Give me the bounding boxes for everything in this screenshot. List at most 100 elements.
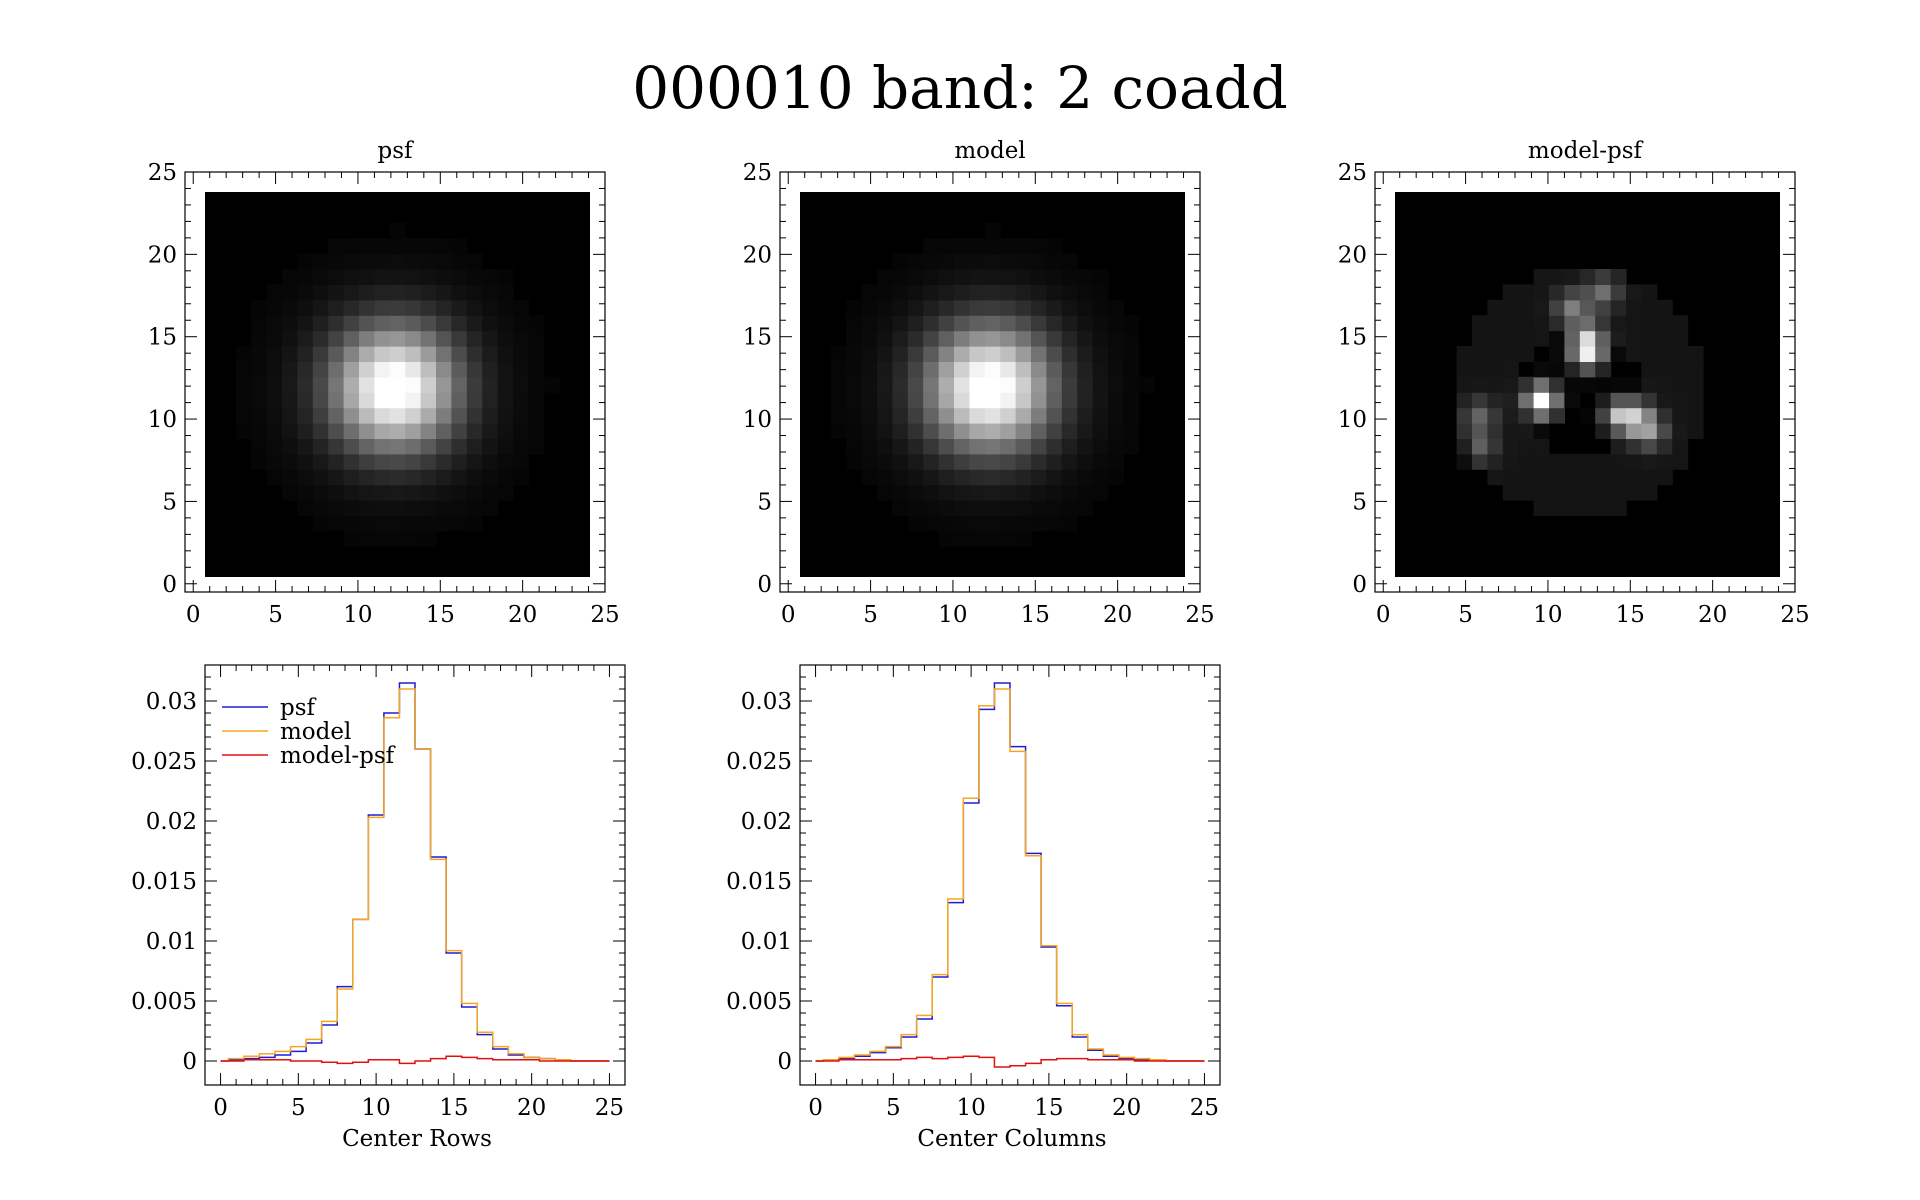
image-pixel — [1533, 469, 1550, 486]
image-pixel — [420, 407, 437, 424]
image-pixel — [1656, 438, 1673, 455]
y-tick-label: 10 — [148, 407, 177, 433]
image-pixel — [923, 515, 940, 532]
x-tick-label: 20 — [508, 602, 537, 628]
image-pixel — [1672, 330, 1689, 347]
image-pixel — [1579, 376, 1596, 393]
image-pixel — [1046, 238, 1063, 255]
image-pixel — [343, 453, 360, 470]
image-pixel — [389, 376, 406, 393]
image-pixel — [359, 438, 375, 455]
image-pixel — [907, 330, 924, 347]
image-pixel — [984, 284, 1001, 301]
image-pixel — [359, 515, 375, 532]
image-pixel — [451, 376, 468, 393]
image-pixel — [923, 453, 940, 470]
image-pixel — [328, 346, 345, 362]
image-pixel — [466, 500, 483, 516]
image-pixel — [1610, 453, 1627, 470]
image-pixel — [969, 376, 986, 393]
image-pixel — [420, 438, 437, 455]
image-pixel — [1656, 346, 1673, 362]
image-pixel — [861, 361, 878, 378]
image-axes-frame — [779, 171, 1201, 593]
image-pixel — [1564, 376, 1581, 393]
image-pixel — [328, 284, 345, 301]
image-pixel — [1077, 392, 1094, 409]
image-pixel — [374, 253, 391, 270]
image-pixel — [984, 500, 1001, 516]
image-pixel — [1595, 284, 1612, 301]
image-pixel — [1610, 376, 1627, 393]
image-pixel — [359, 299, 375, 316]
image-pixel — [1472, 361, 1488, 378]
image-pixel — [1046, 484, 1063, 501]
image-pixel — [892, 376, 909, 393]
x-tick-label: 0 — [213, 1095, 228, 1121]
image-pixel — [1672, 376, 1689, 393]
image-pixel — [1672, 315, 1689, 332]
image-pixel — [374, 299, 391, 316]
image-pixel — [1518, 469, 1535, 486]
image-pixel — [877, 453, 893, 470]
image-pixel — [907, 346, 924, 362]
image-pixel — [954, 315, 970, 332]
image-pixel — [1061, 392, 1078, 409]
image-pixel — [846, 392, 863, 409]
image-pixel — [1061, 330, 1078, 347]
image-pixel — [266, 376, 283, 393]
y-tick-label: 0 — [182, 1049, 197, 1075]
image-pixel — [343, 423, 360, 439]
image-pixel — [1533, 438, 1550, 455]
image-pixel — [1077, 376, 1094, 393]
image-pixel — [374, 453, 391, 470]
x-tick-label: 25 — [1190, 1095, 1219, 1121]
image-pixel — [1031, 423, 1047, 439]
image-pixel — [436, 453, 452, 470]
image-pixel — [328, 469, 345, 486]
image-pixel — [1031, 392, 1047, 409]
image-pixel — [969, 500, 986, 516]
image-pixel — [1046, 330, 1063, 347]
image-panel-psf: psf 00 5 5 10 10 15 15 20 20 25 25 — [148, 138, 620, 628]
image-pixel — [1502, 299, 1519, 316]
image-pixel — [1108, 469, 1124, 486]
image-pixel — [1487, 346, 1504, 362]
image-pixel — [1123, 407, 1140, 424]
x-tick-label: 10 — [1533, 602, 1562, 628]
image-pixel — [1031, 515, 1047, 532]
image-pixel — [1046, 284, 1063, 301]
image-pixel — [1687, 376, 1704, 393]
image-pixel — [969, 530, 986, 547]
image-pixel — [1579, 407, 1596, 424]
image-pixel — [328, 376, 345, 393]
image-pixel — [312, 315, 329, 332]
image-pixel — [969, 361, 986, 378]
image-pixel — [830, 361, 847, 378]
image-pixel — [266, 423, 283, 439]
image-pixel — [482, 315, 499, 332]
image-pixel — [938, 438, 955, 455]
image-pixel — [1456, 376, 1473, 393]
image-pixel — [374, 330, 391, 347]
image-pixel — [389, 392, 406, 409]
image-pixel — [312, 392, 329, 409]
image-pixel — [389, 330, 406, 347]
image-pixel — [954, 453, 970, 470]
image-pixel — [389, 469, 406, 486]
image-pixel — [466, 484, 483, 501]
image-pixel — [923, 299, 940, 316]
image-pixel — [1046, 253, 1063, 270]
image-pixel — [1061, 469, 1078, 486]
image-pixel — [1046, 299, 1063, 316]
image-pixel — [1610, 407, 1627, 424]
image-pixel — [374, 438, 391, 455]
image-pixel — [343, 253, 360, 270]
image-pixel — [1031, 500, 1047, 516]
image-pixel — [1656, 315, 1673, 332]
image-pixel — [830, 346, 847, 362]
image-pixel — [436, 330, 452, 347]
image-panel-model: model 00 5 5 10 10 15 15 20 20 25 25 — [743, 138, 1215, 628]
image-pixel — [1015, 346, 1032, 362]
image-pixel — [297, 438, 314, 455]
